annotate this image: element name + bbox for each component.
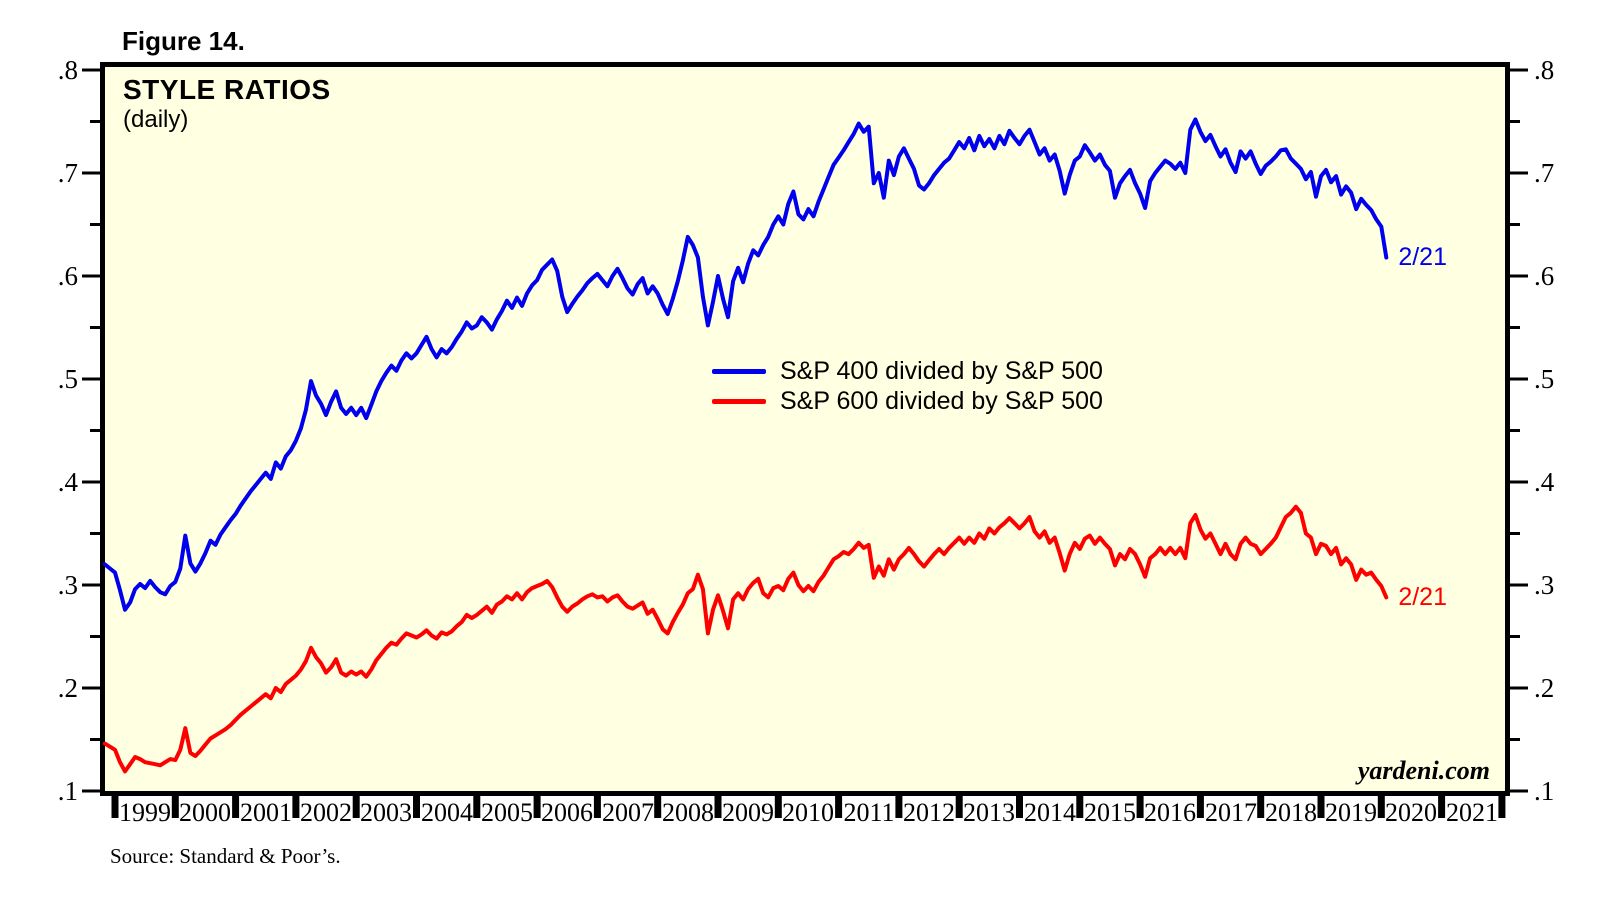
x-axis-year-label: 2001 [240, 798, 292, 827]
watermark: yardeni.com [1357, 756, 1490, 785]
x-axis-year-label: 2010 [782, 798, 834, 827]
legend-item-sp400: S&P 400 divided by S&P 500 [712, 356, 1103, 386]
y-axis-label-left: .8 [57, 55, 78, 85]
chart-subtitle: (daily) [123, 106, 189, 133]
series-line-sp600 [102, 504, 1389, 774]
x-axis-tick [232, 796, 240, 818]
x-axis-year-label: 2006 [541, 798, 593, 827]
x-axis-tick [1317, 796, 1325, 818]
x-axis-year-label: 2011 [843, 798, 895, 827]
x-axis-tick [533, 796, 541, 818]
x-axis-tick [292, 796, 300, 818]
y-axis-label-right: .4 [1534, 467, 1555, 497]
y-axis-label-right: .7 [1534, 158, 1555, 188]
chart-title: STYLE RATIOS [123, 74, 331, 105]
x-axis-year-label: 2007 [602, 798, 654, 827]
x-axis-year-label: 2016 [1144, 798, 1196, 827]
plot-area [100, 62, 1510, 796]
legend-item-sp600: S&P 600 divided by S&P 500 [712, 386, 1103, 416]
y-axis-label-left: .4 [57, 467, 78, 497]
legend-label-sp600: S&P 600 divided by S&P 500 [780, 386, 1103, 415]
x-axis-year-label: 2005 [481, 798, 533, 827]
series1-latest-date-label: 2/21 [1398, 243, 1447, 272]
x-axis-year-label: 2020 [1385, 798, 1437, 827]
y-axis-label-left: .1 [57, 776, 78, 806]
x-axis-year-label: 2009 [722, 798, 774, 827]
x-axis-tick [111, 796, 119, 818]
x-axis-year-label: 2004 [421, 798, 473, 827]
legend: S&P 400 divided by S&P 500 S&P 600 divid… [712, 356, 1103, 416]
x-axis-year-label: 2000 [179, 798, 231, 827]
y-axis-label-right: .6 [1534, 261, 1555, 291]
x-axis-tick [473, 796, 481, 818]
x-axis-tick [774, 796, 782, 818]
x-axis-year-label: 2014 [1024, 798, 1076, 827]
series-line-sp400 [102, 117, 1389, 612]
x-axis-tick [1377, 796, 1385, 818]
x-axis-tick [714, 796, 722, 818]
x-axis-year-label: 2021 [1446, 798, 1498, 827]
x-axis-tick [1016, 796, 1023, 818]
x-axis-year-label: 2018 [1265, 798, 1317, 827]
y-axis-label-right: .2 [1534, 673, 1555, 703]
x-axis-tick [895, 796, 903, 818]
x-axis-year-label: 2003 [360, 798, 412, 827]
x-axis-tick [1136, 796, 1144, 818]
y-axis-label-right: .3 [1534, 570, 1555, 600]
y-axis-label-left: .3 [57, 570, 78, 600]
x-axis-tick [171, 796, 179, 818]
series2-line-swatch [712, 398, 766, 404]
x-axis-year-label: 2015 [1084, 798, 1136, 827]
y-axis-label-right: .5 [1534, 364, 1555, 394]
x-axis-year-label: 2019 [1325, 798, 1377, 827]
x-axis-tick [1498, 796, 1506, 818]
x-axis-year-label: 2013 [963, 798, 1015, 827]
x-axis-year-label: 1999 [119, 798, 171, 827]
x-axis-tick [352, 796, 360, 818]
x-axis-year-label: 2008 [662, 798, 714, 827]
x-axis-tick [1076, 796, 1084, 818]
series2-latest-date-label: 2/21 [1398, 583, 1447, 612]
y-axis-label-right: .1 [1534, 776, 1555, 806]
series1-line-swatch [712, 368, 766, 374]
x-axis-year-label: 2002 [300, 798, 352, 827]
x-axis-tick [654, 796, 662, 818]
y-axis-label-left: .5 [57, 364, 78, 394]
x-axis-tick [955, 796, 963, 818]
x-axis-tick [835, 796, 843, 818]
x-axis-year-label: 2012 [903, 798, 955, 827]
x-axis-tick [413, 796, 420, 818]
y-axis-label-right: .8 [1534, 55, 1555, 85]
x-axis-year-label: 2017 [1205, 798, 1257, 827]
y-axis-label-left: .7 [57, 158, 78, 188]
source-note: Source: Standard & Poor’s. [110, 844, 341, 868]
x-axis-tick [593, 796, 601, 818]
y-axis-label-left: .6 [57, 261, 78, 291]
x-axis-tick [1438, 796, 1446, 818]
legend-label-sp400: S&P 400 divided by S&P 500 [780, 356, 1103, 385]
figure-label: Figure 14. [122, 26, 245, 56]
y-axis-label-left: .2 [57, 673, 78, 703]
x-axis-tick [1196, 796, 1204, 818]
x-axis-tick [1257, 796, 1265, 818]
